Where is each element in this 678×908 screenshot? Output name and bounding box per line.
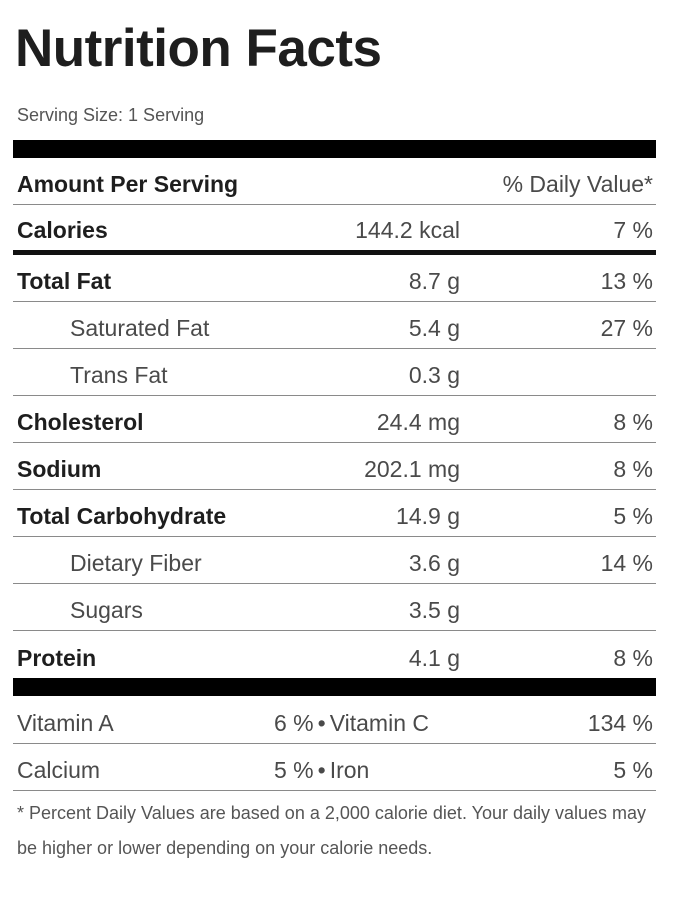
vitamin-c-value: 134 % [587, 710, 653, 736]
vitamin-c-label: Vitamin C [329, 710, 429, 736]
nutrient-amount: 4.1 g [408, 645, 460, 671]
nutrient-dv: 8 % [613, 456, 653, 482]
label-title: Nutrition Facts [15, 19, 382, 78]
top-divider-bar [13, 140, 656, 158]
nutrient-row-total-carbohydrate: Total Carbohydrate 14.9 g 5 % [13, 490, 656, 537]
nutrient-name: Sodium [17, 456, 102, 482]
nutrient-amount: 24.4 mg [376, 409, 460, 435]
calcium-label: Calcium [17, 757, 101, 783]
nutrient-row-dietary-fiber: Dietary Fiber 3.6 g 14 % [13, 537, 656, 584]
header-row: Amount Per Serving % Daily Value* [13, 158, 656, 205]
iron-label: Iron [329, 757, 370, 783]
nutrient-amount: 3.6 g [408, 550, 460, 576]
nutrient-amount: 5.4 g [408, 315, 460, 341]
nutrient-row-saturated-fat: Saturated Fat 5.4 g 27 % [13, 302, 656, 349]
nutrient-row-sugars: Sugars 3.5 g [13, 584, 656, 631]
vitamin-a-label: Vitamin A [17, 710, 114, 736]
calories-dv: 7 % [613, 217, 653, 243]
serving-size: Serving Size: 1 Serving [17, 105, 205, 125]
nutrient-amount: 0.3 g [408, 362, 460, 388]
nutrient-name: Total Fat [17, 268, 112, 294]
nutrient-amount: 202.1 mg [364, 456, 460, 482]
nutrient-dv: 5 % [613, 503, 653, 529]
nutrient-name: Saturated Fat [70, 315, 210, 341]
nutrient-row-protein: Protein 4.1 g 8 % [13, 631, 656, 678]
nutrient-name: Cholesterol [17, 409, 144, 435]
nutrient-name: Protein [17, 645, 97, 671]
calories-amount: 144.2 kcal [355, 217, 460, 243]
nutrient-dv: 14 % [600, 550, 653, 576]
vitamin-pair: 6 % • Vitamin C [274, 712, 429, 735]
nutrient-row-cholesterol: Cholesterol 24.4 mg 8 % [13, 396, 656, 443]
nutrient-name: Dietary Fiber [70, 550, 202, 576]
iron-value: 5 % [613, 757, 653, 783]
vitamin-row: Calcium 5 % • Iron 5 % [13, 744, 656, 791]
vitamin-row: Vitamin A 6 % • Vitamin C 134 % [13, 696, 656, 744]
nutrient-row-sodium: Sodium 202.1 mg 8 % [13, 443, 656, 490]
nutrient-amount: 8.7 g [408, 268, 460, 294]
nutrient-row-total-fat: Total Fat 8.7 g 13 % [13, 255, 656, 302]
calories-label: Calories [17, 217, 108, 243]
bullet-separator: • [317, 710, 326, 736]
bullet-separator: • [317, 757, 326, 783]
nutrient-name: Total Carbohydrate [17, 503, 227, 529]
calories-divider-bar [13, 250, 656, 255]
nutrient-amount: 3.5 g [408, 597, 460, 623]
nutrient-name: Trans Fat [70, 362, 168, 388]
calcium-value: 5 % [274, 757, 314, 783]
vitamins-divider-bar [13, 678, 656, 696]
nutrient-dv: 8 % [613, 409, 653, 435]
amount-per-serving-label: Amount Per Serving [17, 171, 239, 197]
vitamin-a-value: 6 % [274, 710, 314, 736]
nutrient-row-trans-fat: Trans Fat 0.3 g [13, 349, 656, 396]
nutrient-amount: 14.9 g [396, 503, 460, 529]
daily-value-footnote: * Percent Daily Values are based on a 2,… [17, 803, 647, 858]
nutrient-dv: 27 % [600, 315, 653, 341]
nutrient-dv: 8 % [613, 645, 653, 671]
vitamin-pair: 5 % • Iron [274, 759, 369, 782]
calories-row: Calories 144.2 kcal 7 % [13, 205, 656, 250]
nutrient-name: Sugars [70, 597, 143, 623]
daily-value-header: % Daily Value* [502, 171, 653, 197]
nutrient-dv: 13 % [600, 268, 653, 294]
